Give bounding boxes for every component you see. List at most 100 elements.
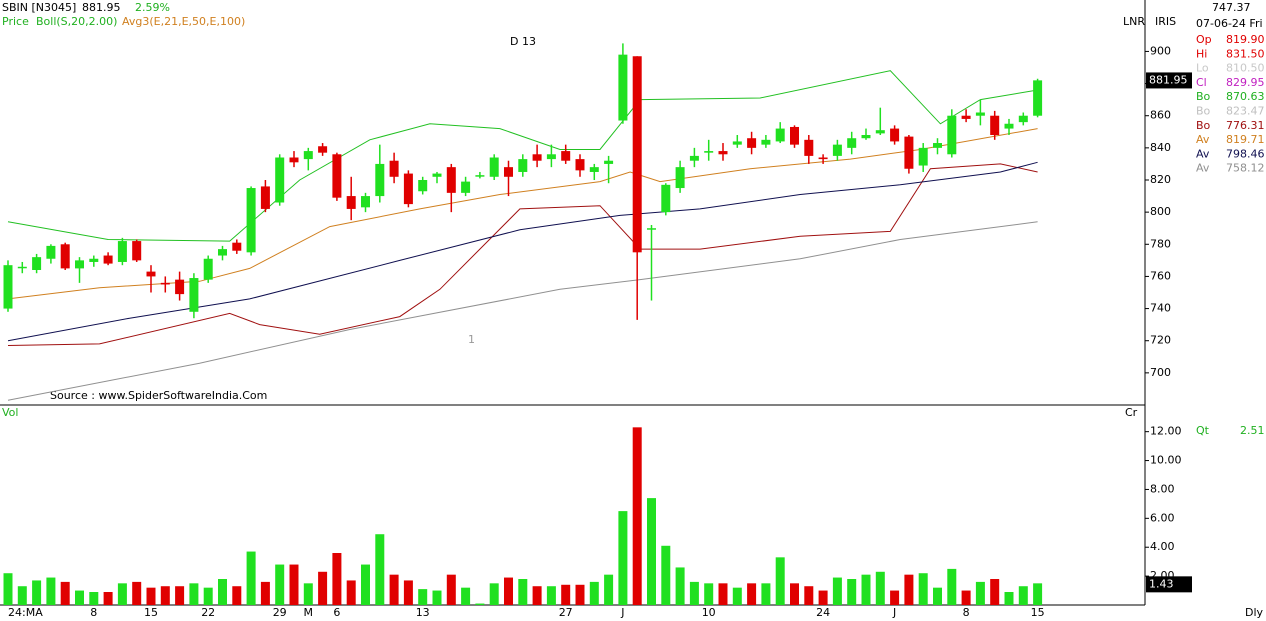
cursor-date: 07-06-24 Fri bbox=[1196, 17, 1263, 30]
candle-body bbox=[732, 141, 742, 145]
boll-label: Boll(S,20,2.00) bbox=[36, 15, 117, 28]
info-label: Bo bbox=[1196, 90, 1211, 103]
candle-body bbox=[532, 154, 542, 161]
marker: 1 bbox=[468, 333, 475, 346]
volume-bar bbox=[403, 580, 413, 605]
info-label: Hi bbox=[1196, 47, 1207, 60]
volume-bar bbox=[318, 571, 328, 605]
info-value: 829.95 bbox=[1226, 76, 1265, 89]
volume-bar bbox=[461, 587, 471, 605]
y-tick-label: 780 bbox=[1150, 237, 1171, 250]
price-label: Price bbox=[2, 15, 29, 28]
volume-bar bbox=[132, 581, 142, 605]
x-tick-label: M bbox=[304, 606, 314, 619]
y-tick-label: 860 bbox=[1150, 109, 1171, 122]
volume-bar bbox=[761, 583, 771, 605]
candle-body bbox=[604, 160, 614, 164]
candle-body bbox=[160, 282, 170, 285]
volume-bar bbox=[246, 551, 256, 605]
candle-body bbox=[475, 175, 485, 177]
volume-bar bbox=[975, 581, 985, 605]
volume-bar bbox=[890, 590, 900, 605]
candle-body bbox=[332, 154, 342, 198]
volume-bar bbox=[103, 592, 113, 605]
info-label: Av bbox=[1196, 147, 1210, 160]
volume-bar bbox=[775, 557, 785, 605]
candle-body bbox=[132, 241, 142, 261]
annotation: D 13 bbox=[510, 35, 536, 48]
info-value: 776.31 bbox=[1226, 119, 1265, 132]
info-value: 810.50 bbox=[1226, 62, 1265, 75]
volume-bar bbox=[747, 583, 757, 605]
candle-body bbox=[518, 159, 528, 172]
volume-bar bbox=[89, 592, 99, 605]
candle-body bbox=[661, 184, 671, 213]
candle-body bbox=[489, 157, 499, 177]
volume-bar bbox=[275, 564, 285, 605]
symbol: SBIN [N3045] bbox=[2, 1, 76, 14]
volume-bar bbox=[260, 581, 270, 605]
volume-bar bbox=[632, 427, 642, 605]
volume-bar bbox=[475, 603, 485, 605]
volume-bar bbox=[1033, 583, 1043, 605]
volume-bar bbox=[504, 577, 513, 605]
source: Source : www.SpiderSoftwareIndia.Com bbox=[50, 389, 267, 402]
x-tick-label: 15 bbox=[1031, 606, 1045, 619]
price-tag: 881.95 bbox=[1149, 73, 1188, 86]
candle-body bbox=[103, 255, 113, 264]
info-label: Cl bbox=[1196, 76, 1207, 89]
volume-tick-label: 12.00 bbox=[1150, 425, 1182, 438]
candle-body bbox=[432, 173, 442, 177]
candle-body bbox=[275, 157, 285, 203]
volume-tick-label: 4.00 bbox=[1150, 540, 1175, 553]
candle-body bbox=[890, 128, 900, 142]
candle-body bbox=[804, 139, 814, 156]
candle-body bbox=[446, 167, 456, 193]
candle-body bbox=[403, 173, 413, 205]
candle-body bbox=[117, 241, 127, 262]
volume-bar bbox=[117, 583, 127, 605]
volume-title: Vol bbox=[2, 406, 18, 419]
candle-body bbox=[975, 112, 985, 116]
info-value: 819.90 bbox=[1226, 33, 1265, 46]
candle-body bbox=[1018, 115, 1028, 123]
volume-bar bbox=[289, 564, 299, 605]
volume-bar bbox=[875, 571, 885, 605]
candle-body bbox=[747, 138, 757, 148]
volume-bar bbox=[818, 590, 828, 605]
info-value: 823.47 bbox=[1226, 105, 1265, 118]
volume-bar bbox=[60, 581, 70, 605]
volume-bar bbox=[46, 577, 56, 605]
candle-body bbox=[918, 147, 928, 166]
x-tick-label: 27 bbox=[559, 606, 573, 619]
volume-bar bbox=[332, 553, 342, 605]
candle-body bbox=[303, 151, 313, 160]
y-tick-label: 800 bbox=[1150, 205, 1171, 218]
candle-body bbox=[1004, 123, 1014, 129]
info-value: 870.63 bbox=[1226, 90, 1265, 103]
info-label: Op bbox=[1196, 33, 1212, 46]
y-tick-label: 820 bbox=[1150, 173, 1171, 186]
volume-bar bbox=[518, 579, 528, 605]
candle-body bbox=[546, 154, 556, 160]
info-label: Bo bbox=[1196, 105, 1211, 118]
info-value: 758.12 bbox=[1226, 162, 1265, 175]
x-tick-label: 24 bbox=[816, 606, 830, 619]
price-tag-box bbox=[1146, 72, 1192, 89]
info-label: Lo bbox=[1196, 62, 1209, 75]
x-tick-label: J bbox=[892, 606, 896, 619]
y-tick-label: 840 bbox=[1150, 141, 1171, 154]
volume-bar bbox=[75, 590, 84, 605]
candle-body bbox=[1033, 80, 1043, 116]
volume-bar bbox=[933, 587, 942, 605]
candle-body bbox=[318, 146, 328, 153]
volume-bar bbox=[918, 573, 928, 605]
volume-tag: 1.43 bbox=[1149, 577, 1174, 590]
volume-tick-label: 8.00 bbox=[1150, 482, 1175, 495]
candle-body bbox=[718, 151, 728, 155]
volume-bar bbox=[804, 586, 814, 605]
volume-bar bbox=[990, 579, 1000, 605]
candle-body bbox=[990, 115, 1000, 135]
volume-bar bbox=[1004, 592, 1014, 605]
qty-label: Qt bbox=[1196, 424, 1210, 437]
